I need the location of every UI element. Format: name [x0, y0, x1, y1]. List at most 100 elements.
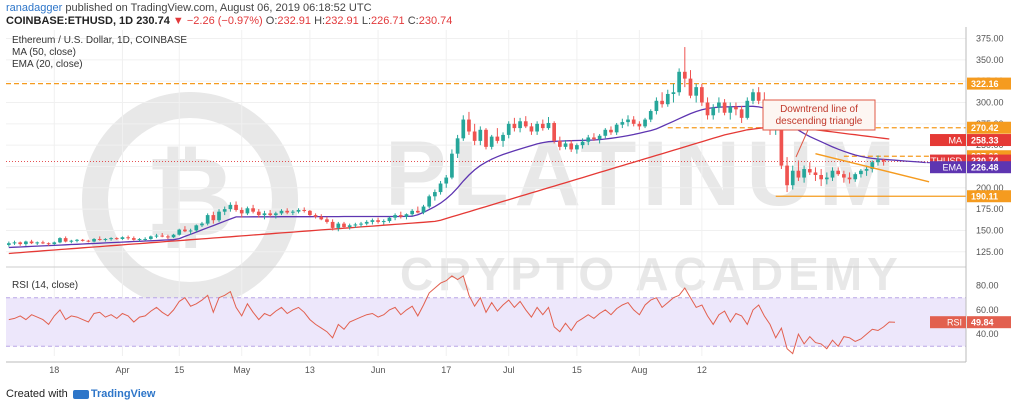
candle-body	[563, 143, 568, 147]
watermark-bitcoin-icon: ₿	[145, 136, 235, 259]
ema-badge-box	[967, 161, 1011, 174]
candle-body	[160, 235, 165, 237]
candle-body	[597, 135, 602, 140]
candle-body	[739, 109, 744, 118]
time-tick-label: Aug	[631, 365, 647, 375]
legend-ema: EMA (20, close)	[12, 59, 83, 70]
rsi-tick-label: 60.00	[976, 305, 999, 315]
price-badges: 322.16270.42237.00190.11258.33MA230.74ET…	[925, 77, 1011, 329]
price-tick-label: 150.00	[976, 225, 1004, 235]
candle-body	[336, 223, 341, 228]
price-change: −2.26 (−0.97%)	[186, 15, 263, 27]
candle-body	[677, 71, 681, 93]
candle-body	[171, 234, 176, 238]
candle-body	[18, 242, 23, 245]
candle-body	[756, 92, 761, 101]
candle-body	[512, 123, 517, 129]
level-badge-value: 270.42	[971, 123, 999, 133]
candle-body	[450, 153, 454, 178]
rsi-line	[8, 275, 896, 355]
ema-badge-tag	[930, 161, 966, 174]
candle-body	[149, 236, 153, 239]
candle-body	[200, 223, 204, 226]
annotation-callout: Downtrend line of descending triangle	[762, 99, 876, 158]
candle-body	[6, 243, 11, 245]
time-tick-label: 15	[174, 365, 184, 375]
time-tick-label: 13	[305, 365, 315, 375]
ethusd-badge-label: ETHUSD	[925, 156, 963, 166]
candle-body	[86, 240, 91, 242]
candle-body	[558, 140, 562, 147]
published-text: published on TradingView.com, August 06,…	[65, 2, 372, 14]
candle-body	[540, 123, 545, 129]
candle-body	[643, 119, 647, 127]
candle-body	[711, 107, 716, 116]
price-tick-label: 300.00	[976, 98, 1004, 108]
ma-badge-label: MA	[949, 136, 963, 146]
level-badge-box	[967, 121, 1011, 134]
trendline	[815, 152, 930, 183]
time-tick-label: Jun	[371, 365, 386, 375]
legend-title: Ethereum / U.S. Dollar, 1D, COINBASE	[12, 35, 187, 46]
candle-body	[273, 213, 278, 216]
candle-body	[325, 219, 329, 222]
ema-badge-value: 226.48	[971, 163, 999, 173]
candle-body	[484, 129, 488, 147]
time-tick-label: 12	[697, 365, 707, 375]
time-tick-label: Jul	[503, 365, 515, 375]
rsi-badge-label: RSI	[947, 318, 962, 328]
ma-badge-tag	[930, 134, 966, 147]
candle-body	[228, 204, 233, 210]
candle-body	[700, 87, 704, 103]
candle-body	[495, 136, 500, 141]
candle-body	[830, 170, 835, 178]
candle-body	[722, 102, 727, 113]
close-value: 230.74	[418, 15, 453, 27]
rsi-band-fill	[6, 297, 966, 347]
ema-polyline	[8, 105, 964, 249]
candle-body	[705, 102, 710, 116]
author-link[interactable]: ranadagger	[6, 2, 63, 14]
candle-body	[404, 214, 409, 217]
candle-body	[609, 129, 613, 133]
candle-body	[415, 210, 420, 213]
candle-body	[154, 235, 159, 237]
candle-body	[308, 210, 312, 216]
close-label: C:	[407, 15, 419, 27]
candle-body	[120, 237, 125, 239]
candle-body	[109, 238, 113, 240]
candle-body	[478, 129, 483, 141]
candle-body	[52, 242, 57, 245]
candle-body	[847, 177, 852, 180]
candle-body	[535, 123, 539, 132]
candle-body	[648, 111, 653, 120]
candle-body	[92, 238, 96, 242]
candle-body	[864, 169, 869, 171]
candle-body	[717, 102, 721, 108]
candle-body	[222, 209, 227, 212]
candle-body	[24, 241, 28, 245]
candle-body	[654, 100, 659, 112]
candle-body	[63, 238, 68, 242]
candle-body	[751, 92, 755, 101]
candle-body	[626, 119, 630, 123]
tradingview-brand[interactable]: TradingView	[90, 388, 156, 400]
candle-body	[870, 162, 875, 170]
candle-body	[665, 93, 670, 105]
rsi-polyline	[8, 275, 896, 355]
candle-body	[813, 172, 818, 175]
symbol-label: COINBASE:ETHUSD, 1D	[6, 15, 134, 27]
candle-body	[251, 208, 255, 212]
price-tick-label: 350.00	[976, 55, 1004, 65]
candle-body	[876, 159, 880, 163]
candle-body	[796, 170, 801, 178]
candle-body	[592, 137, 596, 140]
candle-body	[183, 229, 187, 232]
legend-ma: MA (50, close)	[12, 47, 76, 58]
price-chart[interactable]: ₿ PLATINUM CRYPTO ACADEMY 375.00 350.00 32…	[0, 27, 1024, 384]
candle-body	[137, 238, 142, 240]
low-value: 226.71	[371, 15, 405, 27]
candle-body	[80, 239, 85, 241]
candle-body	[802, 169, 806, 178]
ema-badge-label: EMA	[942, 163, 962, 173]
